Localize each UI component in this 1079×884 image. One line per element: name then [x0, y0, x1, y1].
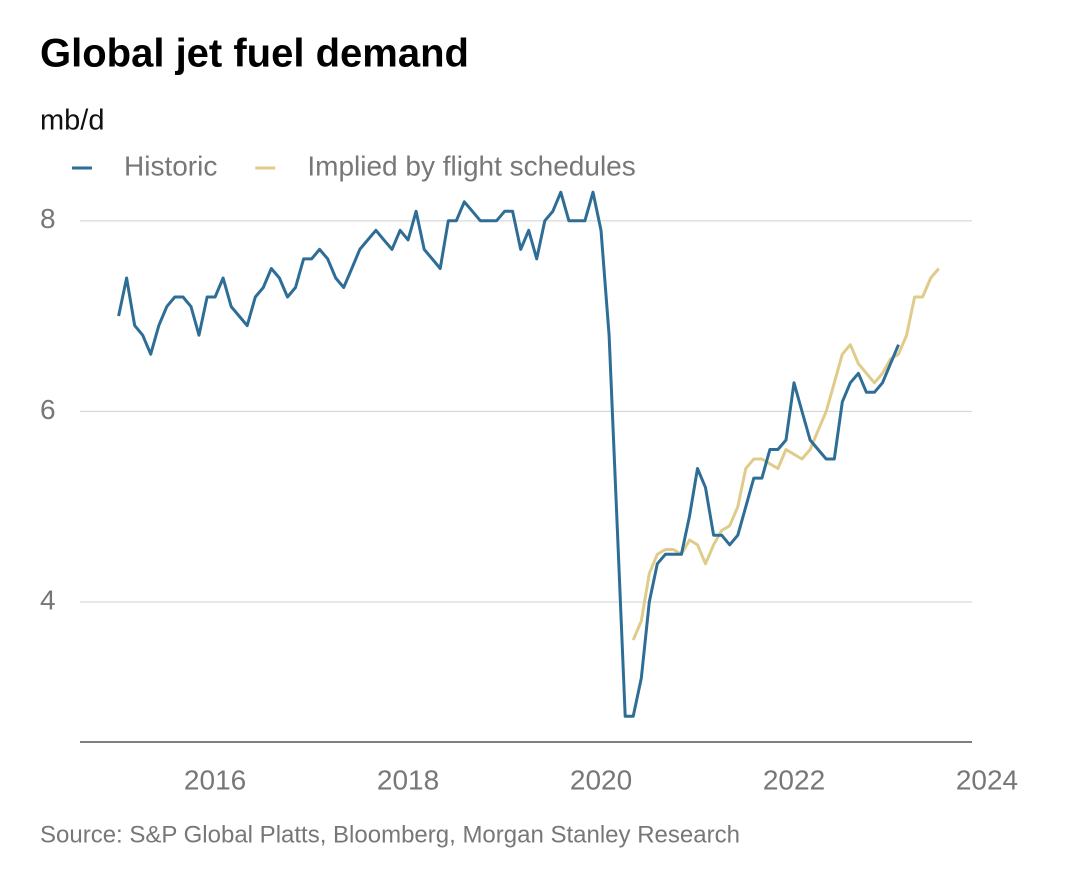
y-tick-label: 4 [40, 584, 56, 615]
chart-title: Global jet fuel demand [40, 32, 469, 76]
chart-subtitle: mb/d [40, 105, 104, 137]
x-tick-label: 2024 [956, 764, 1018, 795]
x-tick-label: 2016 [184, 764, 246, 795]
x-tick-label: 2020 [570, 764, 632, 795]
y-tick-label: 6 [40, 394, 56, 425]
series-line [117, 190, 900, 718]
x-tick-label: 2018 [377, 764, 439, 795]
y-tick-label: 8 [40, 203, 56, 234]
x-tick-label: 2022 [763, 764, 825, 795]
series-line [631, 267, 940, 641]
source-note: Source: S&P Global Platts, Bloomberg, Mo… [40, 821, 740, 848]
legend-label: Implied by flight schedules [307, 150, 635, 181]
legend-label: Historic [124, 150, 217, 181]
